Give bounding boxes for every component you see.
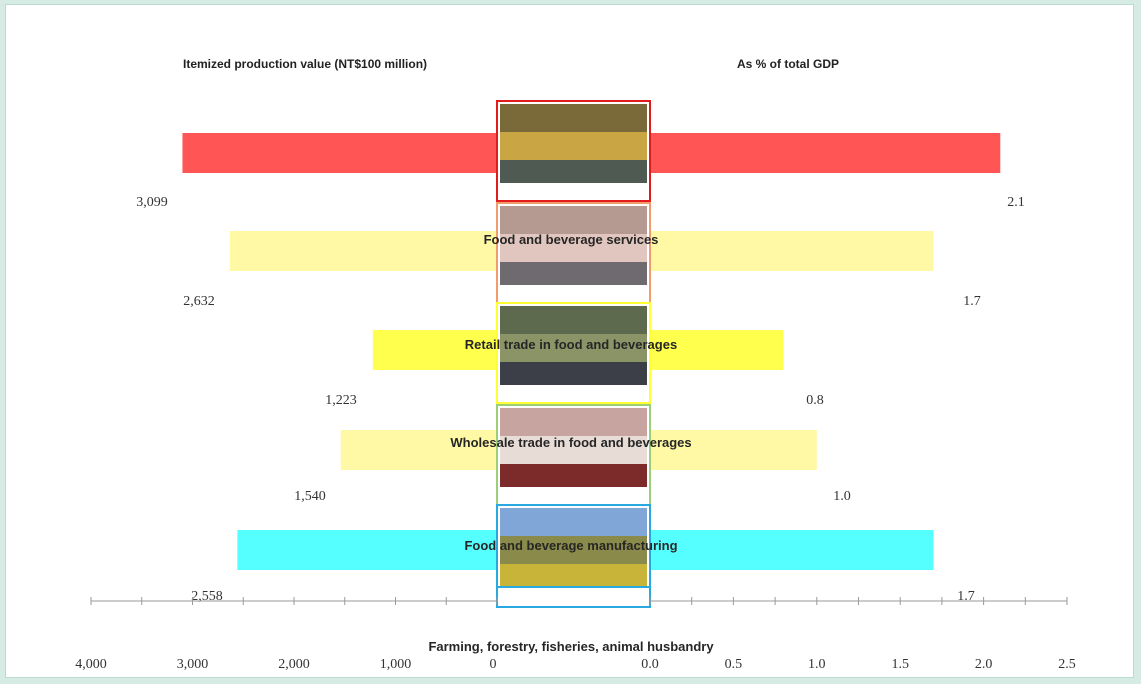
right-header: As % of total GDP: [737, 57, 840, 71]
category-label: Retail trade in food and beverages: [465, 337, 677, 352]
category-photo-icon: [500, 104, 647, 183]
right-bar: [650, 430, 817, 470]
left-bar: [182, 133, 498, 173]
left-value-label: 2,558: [191, 589, 223, 604]
right-value-label: 0.8: [806, 393, 824, 408]
right-bar: [650, 530, 934, 570]
category-photo-icon: [500, 306, 647, 385]
right-bar: [650, 231, 934, 271]
right-axis-tick-label: 0.0: [641, 657, 659, 672]
right-bar: [650, 330, 784, 370]
left-bar: [237, 530, 497, 570]
left-value-label: 1,223: [325, 393, 357, 408]
left-axis-tick-label: 2,000: [278, 657, 310, 672]
right-axis-tick-label: 1.0: [808, 657, 826, 672]
left-header: Itemized production value (NT$100 millio…: [183, 57, 428, 71]
category-label: Food and beverage services: [484, 232, 659, 247]
category-label: Farming, forestry, fisheries, animal hus…: [428, 639, 714, 654]
category-photo-icon: [500, 508, 647, 587]
left-axis-tick-label: 4,000: [75, 657, 107, 672]
photo-frame: [496, 586, 651, 608]
left-axis-tick-label: 3,000: [177, 657, 209, 672]
category-label: Food and beverage manufacturing: [464, 538, 677, 553]
left-value-label: 3,099: [136, 195, 168, 210]
left-axis-tick-label: 0: [490, 657, 497, 672]
category-photo-icon: [500, 206, 647, 285]
left-axis-tick-label: 1,000: [380, 657, 412, 672]
right-value-label: 2.1: [1007, 195, 1025, 210]
left-value-label: 2,632: [183, 294, 215, 309]
right-axis-tick-label: 1.5: [891, 657, 909, 672]
left-bar: [229, 231, 498, 271]
category-photo-icon: [500, 408, 647, 487]
right-value-label: 1.0: [833, 489, 851, 504]
right-value-label: 1.7: [963, 294, 981, 309]
right-value-label: 1.7: [957, 589, 975, 604]
right-axis-tick-label: 0.5: [725, 657, 743, 672]
right-axis-tick-label: 2.5: [1058, 657, 1076, 672]
right-axis-tick-label: 2.0: [975, 657, 993, 672]
left-value-label: 1,540: [294, 489, 326, 504]
left-bar: [340, 430, 497, 470]
category-label: Wholesale trade in food and beverages: [450, 435, 691, 450]
right-bar: [650, 133, 1001, 173]
left-bar: [372, 330, 497, 370]
